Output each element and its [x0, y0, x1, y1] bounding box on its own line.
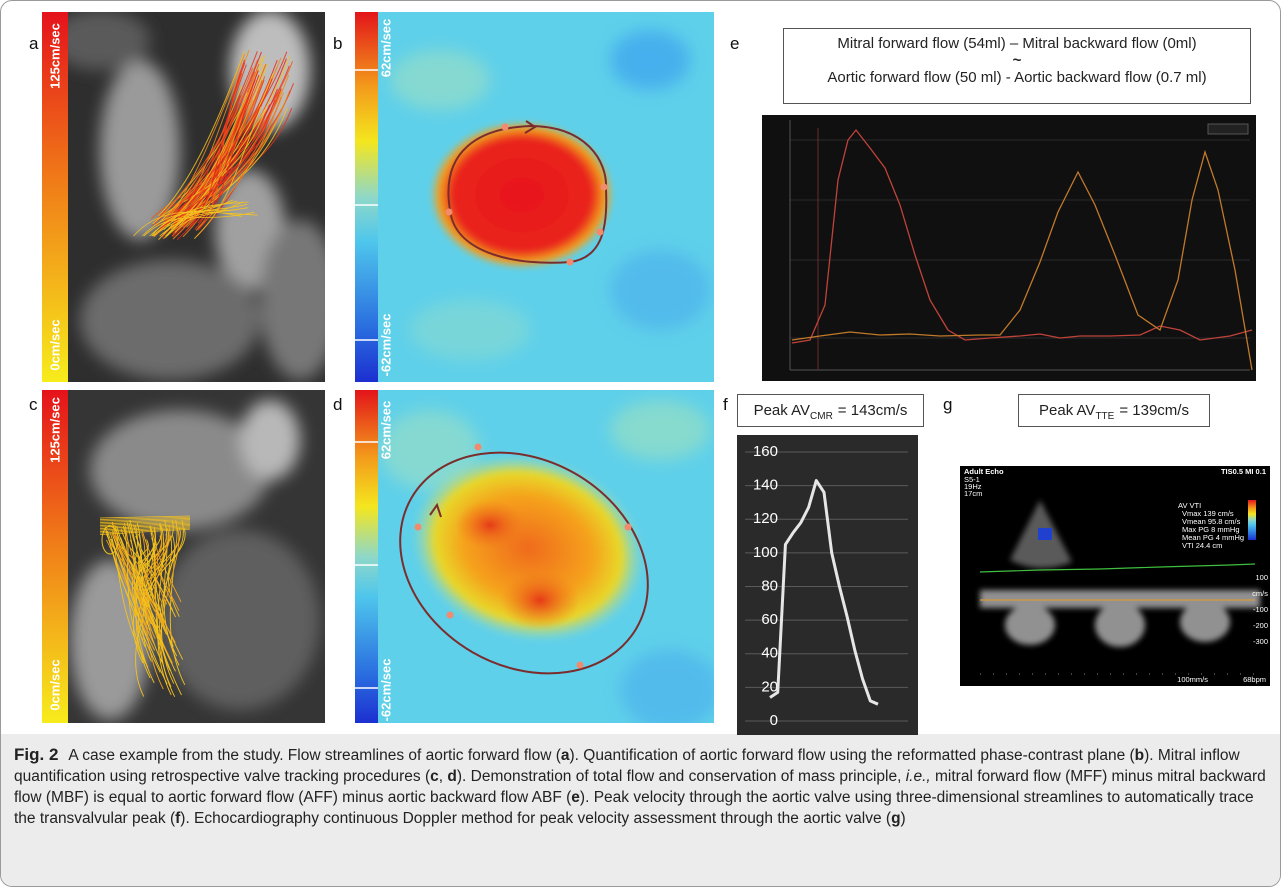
caption-ref: e [571, 789, 580, 806]
y-tick-label: 40 [761, 645, 778, 662]
caption-text: ). Quantification of aortic forward flow… [569, 747, 1134, 764]
caption: Fig. 2 A case example from the study. Flo… [14, 744, 1269, 829]
flow-equation: Mitral forward flow (54ml) – Mitral back… [783, 28, 1251, 104]
mri-image-a [42, 10, 340, 382]
caption-ref: d [447, 768, 456, 785]
peak-subscript: TTE [1095, 411, 1114, 422]
peak-text: Peak AV [1039, 402, 1095, 419]
y-tick-label: 120 [753, 510, 778, 527]
caption-ref: c [430, 768, 439, 785]
equation-line: ~ [784, 56, 1250, 66]
y-tick-label: 160 [753, 443, 778, 460]
caption-ref: b [1135, 747, 1144, 764]
equation-line: Aortic forward flow (50 ml) - Aortic bac… [784, 66, 1250, 90]
caption-text: ). Demonstration of total flow and conse… [457, 768, 906, 785]
caption-label: Fig. 2 [14, 745, 58, 764]
figure: 125cm/sec 0cm/sec 125cm/sec 0cm/sec [0, 0, 1281, 887]
colorbar [355, 12, 378, 382]
colorbar-max-label: 125cm/sec [47, 23, 62, 89]
echo-text: -100 [1253, 605, 1268, 614]
flow-map-b [378, 12, 714, 382]
peak-value: = 139cm/s [1119, 402, 1189, 419]
panel-label: b [333, 34, 342, 54]
peak-subscript: CMR [810, 411, 833, 422]
peak-value: = 143cm/s [838, 402, 908, 419]
echo-text: cm/s [1252, 589, 1268, 598]
colorbar-min-label: 0cm/sec [47, 659, 62, 710]
caption-text: A case example from the study. Flow stre… [68, 747, 560, 764]
peak-text: Peak AV [754, 402, 810, 419]
panel-label: e [730, 34, 739, 54]
peak-label: Peak AVCMR = 143cm/s [737, 394, 924, 427]
colorbar-max-label: 62cm/sec [378, 19, 393, 78]
echo-text: 17cm [964, 489, 982, 498]
panel-label: f [723, 395, 728, 415]
peak-label: Peak AVTTE = 139cm/s [1018, 394, 1210, 427]
echo-text: -300 [1253, 637, 1268, 646]
colorbar-max-label: 125cm/sec [47, 397, 62, 463]
colorbar-min-label: -62cm/sec [378, 314, 393, 377]
y-tick-label: 0 [770, 712, 778, 729]
panel-label: d [333, 395, 342, 415]
y-tick-label: 80 [761, 577, 778, 594]
caption-text: i.e., [906, 768, 931, 785]
y-tick-label: 100 [753, 544, 778, 561]
echo-text: 100 [1255, 573, 1268, 582]
mri-image-c [42, 390, 325, 723]
panel-label: g [943, 395, 952, 415]
y-tick-label: 140 [753, 477, 778, 494]
echo-text: 68bpm [1243, 675, 1266, 684]
panel-label: c [29, 395, 38, 415]
echo-text: -200 [1253, 621, 1268, 630]
flow-curve-image [762, 115, 1256, 381]
flow-map-d [360, 390, 720, 730]
y-tick-label: 60 [761, 611, 778, 628]
echo-text: TIS0.5 MI 0.1 [1221, 467, 1266, 476]
caption-ref: g [891, 810, 900, 827]
colorbar-max-label: 62cm/sec [378, 401, 393, 460]
colorbar-min-label: -62cm/sec [378, 659, 393, 722]
echo-text: VTI 24.4 cm [1182, 541, 1222, 550]
echo-text: 100mm/s [1177, 675, 1208, 684]
colorbar-min-label: 0cm/sec [47, 319, 62, 370]
caption-text: ). Echocardiography continuous Doppler m… [180, 810, 891, 827]
colorbar [355, 390, 378, 723]
caption-text: ) [901, 810, 906, 827]
panel-label: a [29, 34, 38, 54]
